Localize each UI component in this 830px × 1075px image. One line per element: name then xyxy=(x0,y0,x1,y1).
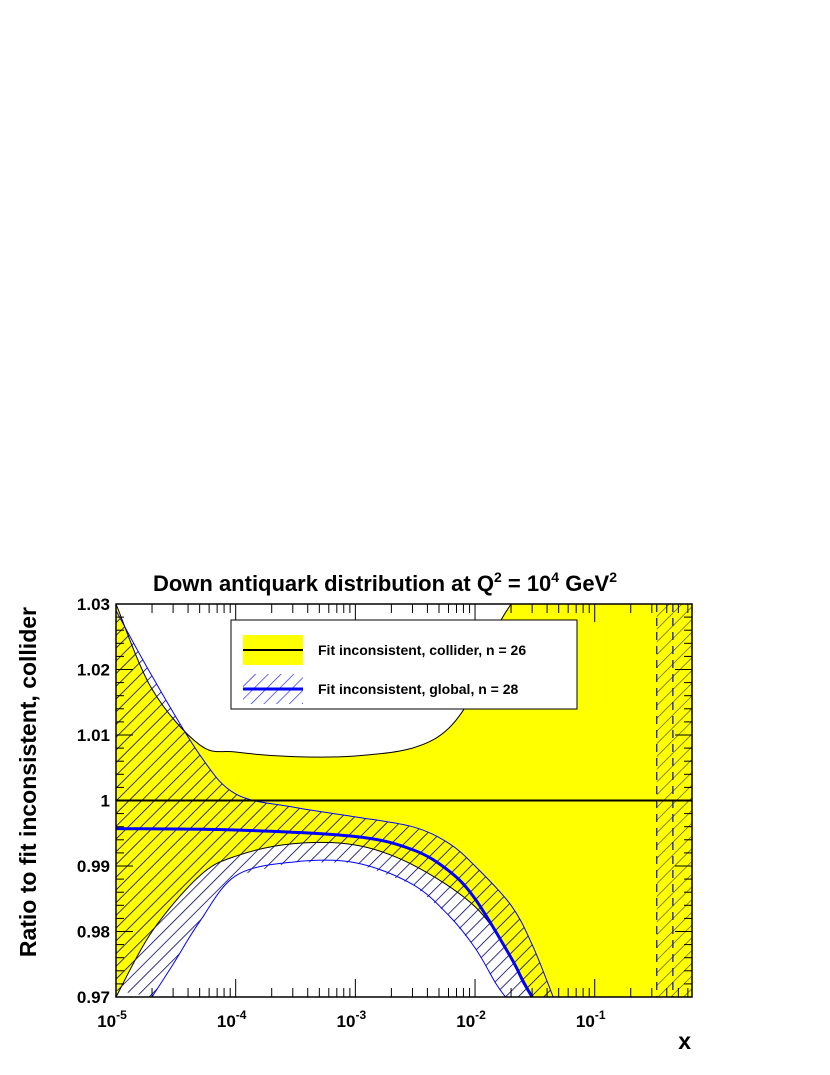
legend-label-global: Fit inconsistent, global, n = 28 xyxy=(318,681,519,697)
x-tick-label: 10-1 xyxy=(576,1008,606,1031)
x-tick-label: 10-3 xyxy=(337,1008,367,1031)
chart-title: Down antiquark distribution at Q2 = 104 … xyxy=(153,569,617,596)
legend-label-collider: Fit inconsistent, collider, n = 26 xyxy=(318,642,526,658)
x-tick-label-base: 10 xyxy=(456,1012,475,1031)
axis-ticks xyxy=(115,603,692,998)
x-tick-label: 10-5 xyxy=(97,1008,127,1031)
x-tick-label-exp: -3 xyxy=(355,1008,366,1022)
chart-title-unit-exp: 2 xyxy=(609,569,617,585)
chart-title-mid-exp: 4 xyxy=(551,569,559,585)
y-tick-label: 1 xyxy=(101,792,110,811)
y-tick-label: 0.98 xyxy=(77,923,110,942)
x-tick-label-exp: -1 xyxy=(595,1008,606,1022)
global-band-hatch-dark xyxy=(116,610,554,997)
chart-title-main: Down antiquark distribution at Q xyxy=(153,571,494,596)
x-tick-label-exp: -4 xyxy=(236,1008,247,1022)
chart-title-q-exp: 2 xyxy=(494,569,502,585)
y-tick-label: 0.99 xyxy=(77,857,110,876)
y-tick-label: 0.97 xyxy=(77,988,110,1007)
chart-title-mid: = 10 xyxy=(502,571,552,596)
global-band-lower-edge xyxy=(151,859,506,997)
y-tick-label: 1.02 xyxy=(77,661,110,680)
x-tick-label: 10-2 xyxy=(456,1008,486,1031)
legend: Fit inconsistent, collider, n = 26 Fit i… xyxy=(230,619,578,710)
chart-title-unit: GeV xyxy=(559,571,609,596)
x-tick-label: 10-4 xyxy=(217,1008,247,1031)
y-tick-label: 1.03 xyxy=(77,595,110,614)
x-tick-label-base: 10 xyxy=(337,1012,356,1031)
global-band-upper-edge xyxy=(116,610,554,997)
x-tick-label-base: 10 xyxy=(217,1012,236,1031)
x-axis-label: x xyxy=(678,1028,691,1054)
y-tick-label: 1.01 xyxy=(77,726,110,745)
x-tick-label-base: 10 xyxy=(576,1012,595,1031)
y-axis-label: Ratio to fit inconsistent, collider xyxy=(15,607,41,957)
x-tick-label-base: 10 xyxy=(97,1012,116,1031)
global-central-line xyxy=(116,827,534,997)
x-tick-label-exp: -2 xyxy=(475,1008,486,1022)
x-tick-label-exp: -5 xyxy=(116,1008,127,1022)
